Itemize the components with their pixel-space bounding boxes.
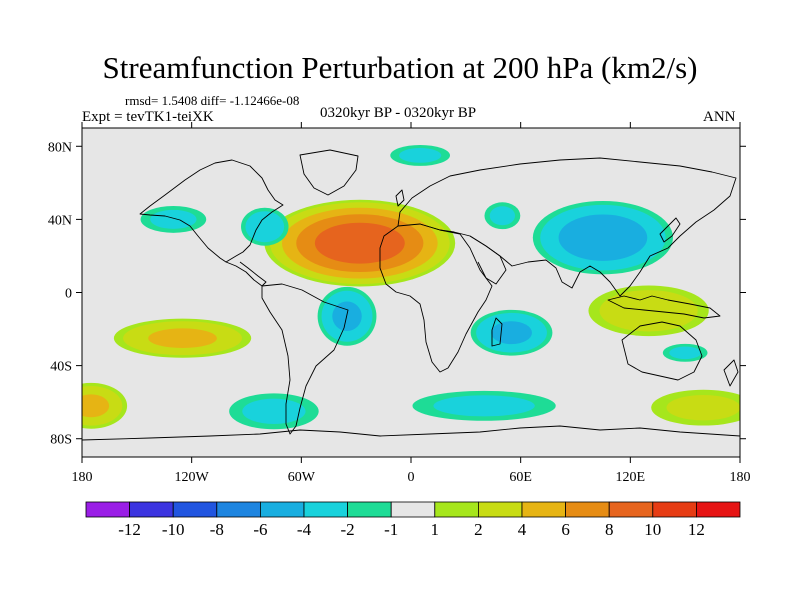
colorbar: -12 -10 -8 -6 -4 -2 -1 1 2 4 6 8 10 12	[85, 501, 741, 539]
coastline-japan	[659, 217, 681, 243]
rmsd-label: rmsd= 1.5408 diff= -1.12466e-08	[125, 93, 300, 108]
y-tick-label: 0	[65, 287, 72, 302]
coastline-maritime-continent	[607, 295, 721, 319]
colorbar-label: -2	[341, 520, 355, 539]
colorbar-swatch	[608, 501, 654, 518]
coastline-africa	[379, 223, 493, 373]
colorbar-label: -8	[210, 520, 224, 539]
colorbar-swatch	[259, 501, 305, 518]
axis-ticks: 180 120W 60W 0 60E 120E 180 80N 40N 0 40S 80S	[48, 122, 751, 485]
anomaly-4	[140, 205, 207, 233]
coastline-eurasia	[397, 157, 737, 297]
coastline-south-america	[261, 283, 349, 435]
colorbar-label: -12	[118, 520, 141, 539]
colorbar-label: 10	[644, 520, 661, 539]
anomaly-contour	[148, 328, 217, 349]
anomaly-contour	[399, 148, 442, 163]
y-tick-label: 40N	[48, 213, 72, 228]
anomaly-contour	[433, 395, 535, 417]
colorbar-swatch	[521, 501, 566, 518]
colorbar-swatch	[696, 501, 741, 518]
colorbar-label: -4	[297, 520, 312, 539]
y-tick-label: 80N	[48, 140, 72, 155]
coastline-madagascar	[491, 317, 503, 347]
coastline-antarctica	[82, 425, 740, 441]
anomaly-contour	[666, 394, 740, 421]
coastline-arabia	[469, 235, 507, 285]
anomaly-6	[113, 318, 252, 358]
y-tick-label: 40S	[50, 360, 72, 375]
coastline-new-zealand	[723, 359, 739, 387]
colorbar-label: 6	[561, 520, 570, 539]
x-tick-label: 120E	[616, 470, 646, 485]
colorbar-label: 12	[688, 520, 705, 539]
anomaly-contour	[669, 346, 701, 360]
anomaly-contour	[245, 211, 285, 243]
coastline-uk	[395, 189, 405, 207]
colorbar-swatch	[216, 501, 261, 518]
x-tick-label: 0	[408, 470, 415, 485]
anomaly-contour	[150, 209, 197, 229]
anomaly-10	[412, 390, 556, 421]
colorbar-swatch	[390, 501, 436, 518]
anomaly-13	[484, 202, 521, 230]
coastline-north-america	[139, 159, 284, 263]
x-tick-label: 60E	[509, 470, 532, 485]
colorbar-label: 4	[518, 520, 527, 539]
anomaly-contour	[558, 214, 648, 261]
colorbar-swatch	[129, 501, 174, 518]
colorbar-swatch	[652, 501, 697, 518]
anomaly-1	[532, 200, 673, 275]
x-tick-label: 60W	[288, 470, 316, 485]
colorbar-label: 8	[605, 520, 614, 539]
anomaly-8	[82, 382, 128, 429]
colorbar-label: 1	[431, 520, 440, 539]
experiment-label: Expt = tevTK1-teiXK	[82, 109, 214, 125]
anomaly-contour	[489, 206, 516, 226]
anomaly-contour	[314, 222, 405, 264]
x-tick-label: 180	[72, 470, 93, 485]
colorbar-swatch	[477, 501, 523, 518]
colorbar-swatch	[434, 501, 479, 518]
map-area	[82, 128, 740, 457]
colorbar-label: -1	[384, 520, 398, 539]
anomaly-2	[470, 309, 553, 356]
anomaly-contour	[242, 398, 306, 424]
colorbar-swatch	[303, 501, 348, 518]
time-period-label: 0320kyr BP - 0320kyr BP	[320, 105, 477, 121]
coastlines	[82, 149, 740, 441]
anomaly-14	[662, 343, 708, 362]
anomaly-contour	[491, 321, 532, 345]
anomaly-12	[390, 144, 450, 166]
anomaly-contour	[82, 394, 110, 418]
chart-title: Streamfunction Perturbation at 200 hPa (…	[102, 50, 698, 85]
season-label: ANN	[703, 109, 736, 125]
colorbar-label: -6	[253, 520, 267, 539]
x-tick-label: 180	[730, 470, 751, 485]
colorbar-swatch	[565, 501, 610, 518]
colorbar-label: 2	[474, 520, 483, 539]
colorbar-swatch	[85, 501, 130, 518]
colorbar-swatch	[172, 501, 218, 518]
y-tick-label: 80S	[50, 433, 72, 448]
anomaly-11	[651, 389, 740, 426]
colorbar-label: -10	[162, 520, 185, 539]
anomaly-0	[264, 199, 456, 287]
coastline-australia	[621, 321, 703, 381]
anomaly-9	[229, 393, 319, 430]
colorbar-swatch	[347, 501, 392, 518]
coastline-greenland	[299, 149, 359, 196]
anomaly-5	[241, 207, 289, 246]
anomaly-layer	[82, 144, 740, 430]
x-tick-label: 120W	[175, 470, 210, 485]
